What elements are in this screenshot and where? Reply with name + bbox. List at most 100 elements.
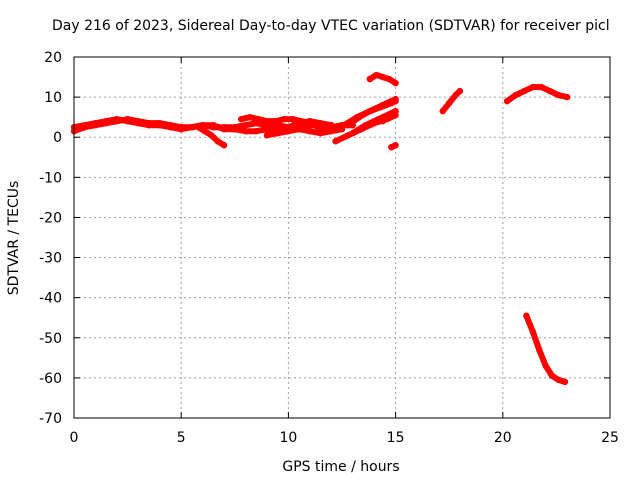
data-point xyxy=(388,111,395,119)
data-point xyxy=(253,128,260,135)
data-point xyxy=(503,97,511,105)
x-tick-label: 0 xyxy=(70,430,79,446)
y-tick-label: -50 xyxy=(39,331,62,347)
y-axis-ticks: 20 10 0 -10 -20 -30 -40 -50 -60 -70 xyxy=(39,50,610,427)
data-point xyxy=(135,119,142,127)
data-point xyxy=(124,117,131,125)
y-tick-label: -70 xyxy=(39,411,62,427)
plot-area xyxy=(70,71,571,386)
data-point xyxy=(366,75,374,83)
data-point xyxy=(456,87,464,95)
chart-title: Day 216 of 2023, Sidereal Day-to-day VTE… xyxy=(52,18,610,34)
x-tick-label: 5 xyxy=(177,430,186,446)
data-point xyxy=(178,126,185,133)
y-tick-label: 0 xyxy=(53,130,62,146)
data-point xyxy=(538,83,545,91)
data-point xyxy=(563,93,571,101)
data-point xyxy=(255,115,262,123)
data-point xyxy=(263,117,271,125)
data-point xyxy=(238,115,245,123)
data-point xyxy=(274,130,281,137)
data-point xyxy=(373,71,380,79)
data-point xyxy=(529,328,537,335)
y-tick-label: 20 xyxy=(44,50,62,66)
data-point xyxy=(315,123,322,131)
data-point xyxy=(452,91,459,99)
x-axis-ticks: 0 5 10 15 20 25 xyxy=(70,57,619,446)
data-point xyxy=(285,128,292,135)
data-point xyxy=(195,123,202,131)
data-point xyxy=(332,138,339,145)
data-point xyxy=(379,73,386,81)
series-arc-12 xyxy=(388,142,399,151)
data-point xyxy=(242,121,249,129)
data-point xyxy=(392,97,399,105)
data-point xyxy=(145,121,153,129)
series-arc-7 xyxy=(345,97,399,129)
data-point xyxy=(242,128,249,135)
series-arc-5 xyxy=(195,123,228,149)
x-axis-label: GPS time / hours xyxy=(282,459,399,475)
data-point xyxy=(446,99,453,107)
y-tick-label: -40 xyxy=(39,291,62,307)
data-point xyxy=(102,117,110,125)
data-point xyxy=(355,113,363,121)
data-point xyxy=(295,126,303,133)
y-tick-label: -10 xyxy=(39,170,62,186)
data-point xyxy=(370,119,378,127)
data-point xyxy=(345,132,352,139)
data-point xyxy=(358,126,365,133)
data-point xyxy=(263,132,271,139)
data-point xyxy=(214,138,221,145)
data-point xyxy=(188,123,196,131)
data-point xyxy=(167,123,174,131)
y-tick-label: -30 xyxy=(39,251,62,267)
data-point xyxy=(220,126,228,133)
data-point xyxy=(289,115,296,123)
data-point xyxy=(317,130,324,137)
data-point xyxy=(536,346,543,354)
data-point xyxy=(280,115,288,123)
series-arc-11 xyxy=(366,71,399,87)
data-point xyxy=(392,107,399,115)
series-arc-10 xyxy=(379,107,399,125)
data-point xyxy=(546,87,554,95)
y-tick-label: -20 xyxy=(39,210,62,226)
data-point xyxy=(366,107,374,115)
data-point xyxy=(392,79,399,87)
x-tick-label: 15 xyxy=(387,430,405,446)
data-point xyxy=(113,115,121,123)
data-point xyxy=(385,75,393,83)
y-tick-label: 10 xyxy=(44,90,62,106)
data-point xyxy=(555,91,562,99)
data-point xyxy=(521,87,528,95)
data-point xyxy=(220,142,228,149)
x-tick-label: 25 xyxy=(601,430,619,446)
data-point xyxy=(345,121,352,129)
data-point xyxy=(548,372,556,380)
data-point xyxy=(92,119,99,127)
series-arc-13 xyxy=(439,87,464,115)
data-point xyxy=(328,126,335,133)
data-point xyxy=(523,312,530,319)
data-point xyxy=(208,132,215,139)
data-point xyxy=(272,117,279,125)
data-point xyxy=(542,362,549,370)
data-point xyxy=(306,128,314,135)
data-point xyxy=(392,142,399,149)
data-point xyxy=(555,376,562,384)
y-axis-label: SDTVAR / TECUs xyxy=(6,181,22,296)
grid-lines xyxy=(74,57,610,418)
data-point xyxy=(306,119,314,127)
data-point xyxy=(231,126,238,133)
data-point xyxy=(156,121,163,129)
series-arc-15 xyxy=(523,312,569,386)
x-tick-label: 20 xyxy=(494,430,512,446)
data-point xyxy=(561,378,569,386)
series-line xyxy=(523,312,568,385)
data-point xyxy=(210,121,217,129)
data-point xyxy=(298,117,305,125)
data-point xyxy=(263,126,271,133)
data-point xyxy=(529,83,537,91)
